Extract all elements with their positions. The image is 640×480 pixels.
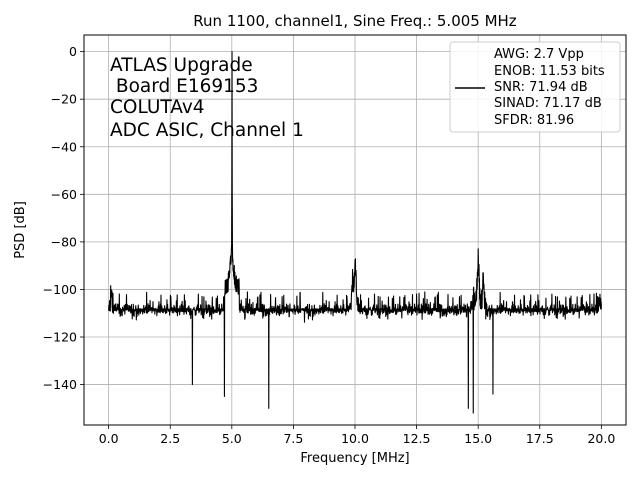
y-tick-label: −100: [43, 282, 77, 297]
x-tick-label: 10.0: [341, 431, 369, 446]
legend: AWG: 2.7 Vpp ENOB: 11.53 bits SNR: 71.94…: [449, 41, 621, 133]
y-tick-label: −60: [51, 187, 77, 202]
annotation-line: COLUTAv4: [110, 97, 205, 118]
x-tick-label: 17.5: [526, 431, 554, 446]
x-tick-label: 20.0: [587, 431, 615, 446]
legend-entry: AWG: 2.7 Vpp: [494, 47, 584, 62]
psd-line: [108, 51, 602, 414]
legend-frame: [449, 41, 621, 133]
y-tick-label: −20: [51, 92, 77, 107]
y-axis-title: PSD [dB]: [13, 201, 28, 259]
x-tick-label: 12.5: [403, 431, 431, 446]
x-tick-label: 0.0: [99, 431, 119, 446]
annotation-line: Board E169153: [110, 76, 258, 97]
y-tick-label: −80: [51, 234, 77, 249]
psd-series: [108, 51, 602, 414]
x-tick-label: 7.5: [283, 431, 303, 446]
legend-entry: ENOB: 11.53 bits: [494, 64, 605, 79]
y-tick-label: 0: [69, 44, 77, 59]
y-tick-label: −40: [51, 139, 77, 154]
x-tick-label: 2.5: [160, 431, 180, 446]
y-tick-label: −120: [43, 330, 77, 345]
legend-entry: SFDR: 81.96: [494, 113, 574, 128]
legend-entry: SNR: 71.94 dB: [494, 80, 588, 95]
annotation-line: ATLAS Upgrade: [110, 55, 253, 76]
ticks: 0.0 2.5 5.0 7.5 10.0 12.5 15.0 17.5 20.0 0 −20 −40 −…: [43, 44, 616, 446]
x-tick-label: 15.0: [464, 431, 492, 446]
legend-entry: SINAD: 71.17 dB: [494, 96, 602, 111]
x-tick-label: 5.0: [222, 431, 242, 446]
annotation-line: ADC ASIC, Channel 1: [110, 120, 304, 141]
chart-title: Run 1100, channel1, Sine Freq.: 5.005 MH…: [193, 12, 517, 30]
x-axis-title: Frequency [MHz]: [300, 451, 409, 466]
annotation-box: ATLAS Upgrade Board E169153 COLUTAv4 ADC…: [110, 55, 304, 141]
y-tick-label: −140: [43, 377, 77, 392]
